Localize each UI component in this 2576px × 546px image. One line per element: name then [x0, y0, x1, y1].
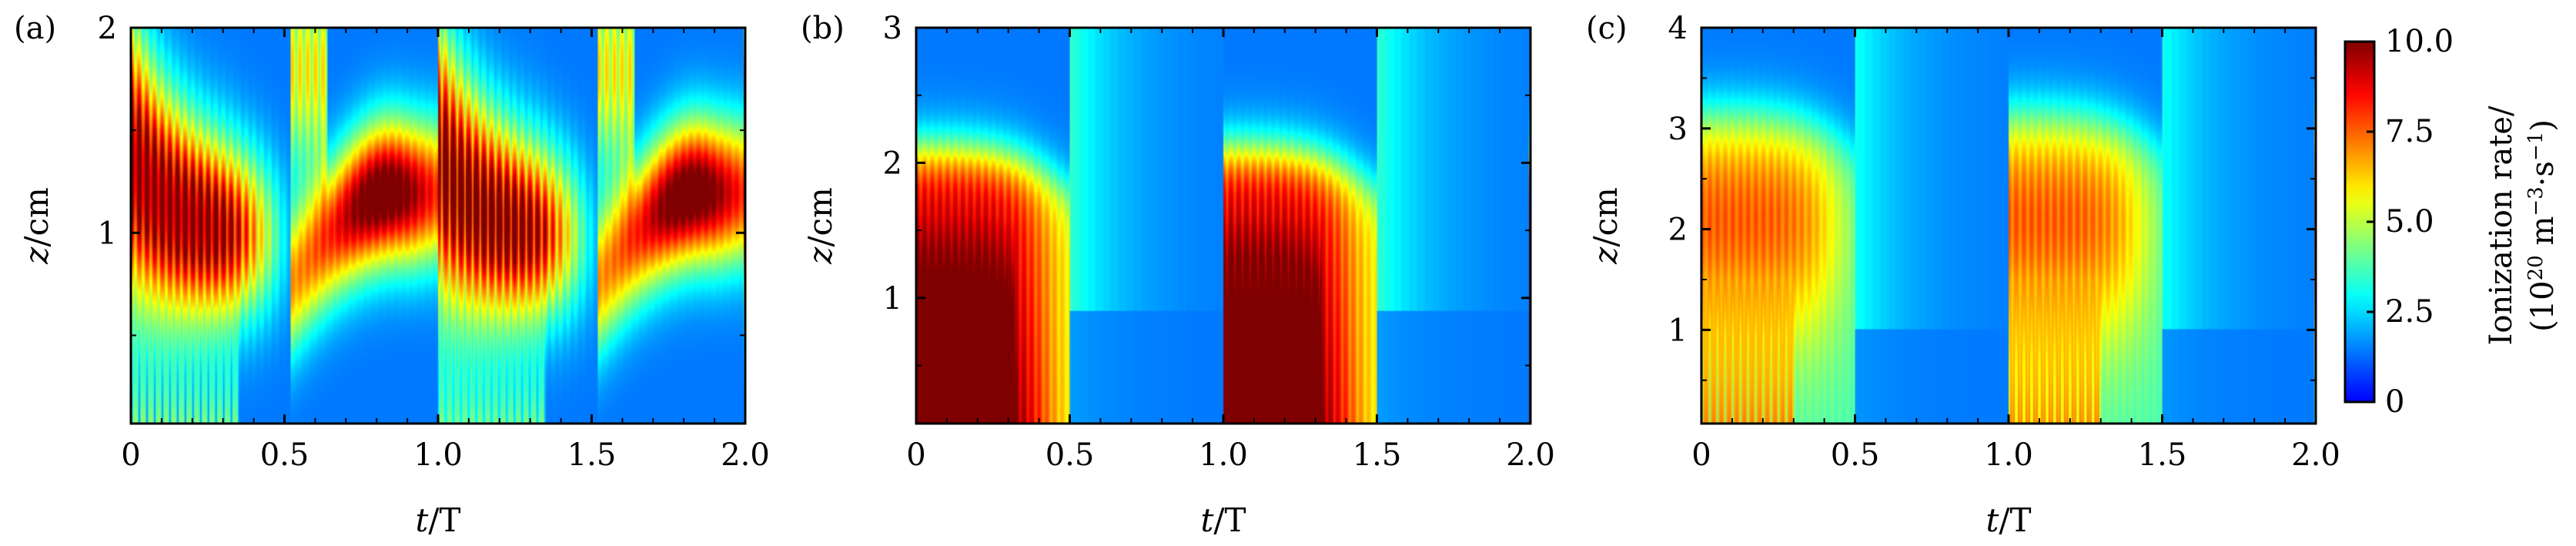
x-tick-label: 2.0 — [1506, 437, 1555, 473]
colorbar-ticks: 0 2.5 5.0 7.5 10.0 — [2367, 24, 2454, 420]
colorbar-label-line1: Ionization rate/ — [2484, 106, 2519, 346]
x-tick-label: 0 — [906, 437, 925, 473]
heatmap-image — [1701, 28, 2316, 424]
x-tick-label: 0.5 — [1045, 437, 1095, 473]
x-tick-label: 0.5 — [260, 437, 309, 473]
svg-text:z/cm: z/cm — [18, 187, 55, 265]
colorbar-tick-label: 0 — [2385, 384, 2404, 420]
x-axis-label: t/T — [1986, 501, 2031, 539]
y-tick-label: 1 — [1668, 313, 1688, 348]
heatmap-image — [131, 28, 745, 424]
panel-b: (b) 0 0.5 1.0 1.5 2.0 1 2 3 z/cm t/T — [801, 11, 1555, 539]
panel-c: (c) 0 0.5 1.0 1.5 2.0 1 2 3 4 z/cm t/T — [1586, 11, 2340, 539]
y-tick-label: 2 — [883, 146, 902, 181]
y-tick-label: 2 — [98, 11, 117, 46]
y-tick-label: 2 — [1668, 213, 1688, 248]
x-tick-label: 2.0 — [721, 437, 770, 473]
x-axis-label: t/T — [1200, 501, 1246, 539]
colorbar-tick-label: 5.0 — [2385, 204, 2434, 240]
colorbar: 0 2.5 5.0 7.5 10.0 Ionization rate/ (1020 m−… — [2343, 24, 2561, 420]
axis-ticks: 0 0.5 1.0 1.5 2.0 1 2 3 — [883, 11, 1555, 473]
x-tick-label: 2.0 — [2291, 437, 2340, 473]
x-tick-label: 1.0 — [1199, 437, 1248, 473]
x-tick-label: 1.5 — [567, 437, 617, 473]
y-tick-label: 4 — [1668, 11, 1688, 46]
y-tick-label: 3 — [1668, 112, 1688, 147]
y-axis-label: z/cm — [801, 187, 839, 265]
panel-label: (c) — [1586, 11, 1628, 46]
y-axis-label: z/cm — [18, 187, 55, 265]
x-tick-label: 0 — [1691, 437, 1711, 473]
panel-a: (a) 0 0.5 1.0 1.5 2.0 1 2 z/cm t/T — [14, 11, 770, 539]
svg-text:z/cm: z/cm — [801, 187, 839, 265]
x-tick-label: 1.0 — [413, 437, 463, 473]
colorbar-tick-label: 7.5 — [2385, 114, 2434, 149]
x-tick-label: 1.5 — [1353, 437, 1402, 473]
colorbar-units: (1020 m−3·s−1) — [2524, 119, 2561, 332]
y-axis-label: z/cm — [1587, 187, 1624, 265]
y-tick-label: 1 — [98, 216, 117, 251]
heatmap-image — [916, 28, 1531, 424]
x-axis-label: t/T — [415, 501, 460, 539]
colorbar-tick-label: 2.5 — [2385, 294, 2434, 330]
panel-label: (b) — [801, 11, 845, 46]
x-tick-label: 1.5 — [2138, 437, 2187, 473]
axis-ticks: 0 0.5 1.0 1.5 2.0 1 2 — [98, 11, 770, 473]
x-tick-label: 0.5 — [1831, 437, 1880, 473]
colorbar-tick-label: 10.0 — [2385, 24, 2454, 59]
svg-text:z/cm: z/cm — [1587, 187, 1624, 265]
x-tick-label: 0 — [121, 437, 140, 473]
colorbar-label: Ionization rate/ — [2484, 106, 2519, 346]
axis-ticks: 0 0.5 1.0 1.5 2.0 1 2 3 4 — [1668, 11, 2340, 473]
x-tick-label: 1.0 — [1984, 437, 2033, 473]
colorbar-label-line2: (1020 m−3·s−1) — [2524, 119, 2561, 332]
y-tick-label: 1 — [883, 281, 902, 317]
panel-label: (a) — [14, 11, 56, 46]
y-tick-label: 3 — [883, 11, 902, 46]
